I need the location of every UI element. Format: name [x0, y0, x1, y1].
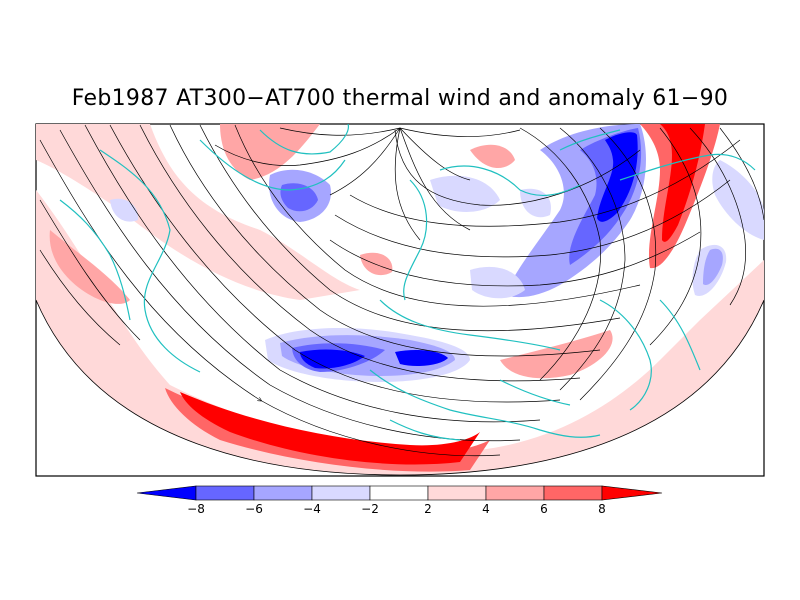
coastline: [499, 379, 571, 406]
streamline: [59, 129, 521, 442]
streamline: [559, 127, 626, 391]
coastline: [439, 165, 581, 196]
anomaly-region: [360, 252, 393, 276]
anomaly-region: [220, 124, 320, 180]
streamline: [394, 129, 641, 206]
colorbar-segment: [195, 485, 255, 501]
colorbar-segment: [601, 485, 663, 501]
coastline: [403, 179, 428, 301]
colorbar-segment: [427, 485, 487, 501]
colorbar: [136, 485, 663, 501]
anomaly-region: [36, 124, 360, 300]
anomaly-region-negative: [470, 266, 525, 299]
streamline: [279, 127, 401, 136]
hemisphere-boundary: [35, 299, 765, 476]
coastline: [559, 129, 621, 151]
coastline: [59, 199, 131, 321]
colorbar-segment: [369, 485, 429, 501]
streamline: [579, 127, 657, 401]
streamline: [519, 127, 601, 381]
colorbar-segment: [485, 485, 545, 501]
streamline: [39, 199, 141, 341]
coastline: [599, 299, 652, 411]
coastline: [389, 419, 461, 441]
coastline: [619, 153, 756, 181]
colorbar-segment: [136, 485, 197, 501]
anomaly-region-negative: [703, 248, 723, 286]
coastline: [379, 299, 561, 351]
streamline: [719, 127, 764, 221]
streamline: [169, 124, 601, 357]
anomaly-region-strong-negative: [395, 350, 448, 366]
colorbar-tick-label: −2: [361, 502, 379, 516]
coastline: [99, 149, 201, 373]
streamline: [329, 231, 701, 287]
streamline: [139, 124, 581, 382]
streamline: [399, 127, 521, 137]
coastline: [199, 139, 346, 191]
streamline: [394, 127, 421, 241]
anomaly-region-strong-positive: [660, 124, 705, 242]
coastlines: [59, 124, 756, 441]
anomaly-region-negative: [712, 160, 764, 240]
anomaly-region-strong-negative: [597, 132, 638, 222]
colorbar-segment: [253, 485, 313, 501]
colorbar-tick-label: 8: [598, 502, 606, 516]
colorbar-tick-label: −6: [245, 502, 263, 516]
coastline: [259, 124, 350, 155]
colorbar-tick-label: −8: [187, 502, 205, 516]
chart-title: Feb1987 AT300−AT700 thermal wind and ano…: [71, 86, 729, 111]
coastline: [659, 299, 701, 371]
anomaly-region-strong-positive: [180, 392, 480, 465]
colorbar-segment: [311, 485, 371, 501]
colorbar-segment: [543, 485, 603, 501]
anomaly-region-negative: [430, 175, 500, 212]
streamline: [214, 127, 401, 166]
colorbar-tick-label: 6: [540, 502, 548, 516]
streamline: [349, 139, 741, 227]
streamline: [329, 127, 401, 196]
streamline: [399, 127, 471, 231]
streamline: [399, 127, 471, 181]
streamline: [234, 124, 641, 307]
colorbar-tick-label: 4: [482, 502, 490, 516]
colorbar-tick-label: 2: [424, 502, 432, 516]
streamline: [199, 124, 621, 332]
anomaly-region-strong-negative: [300, 349, 365, 369]
streamline: [84, 124, 541, 423]
streamline: [334, 179, 731, 258]
streamline: [39, 249, 121, 346]
streamline: [39, 139, 501, 457]
streamline: [109, 124, 561, 403]
anomaly-region: [470, 144, 515, 169]
colorbar-tick-label: −4: [303, 502, 321, 516]
coastline: [369, 369, 601, 438]
